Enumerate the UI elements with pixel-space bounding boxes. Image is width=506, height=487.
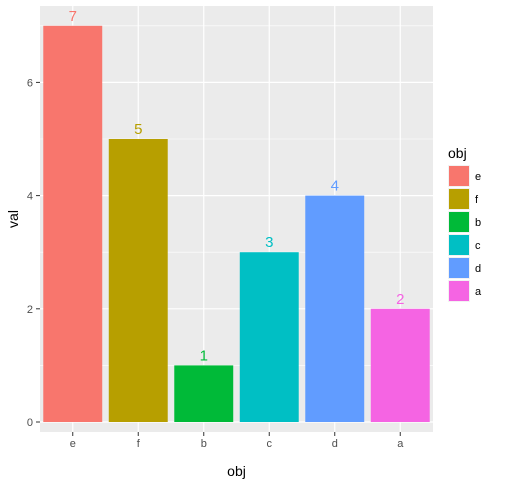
legend-label-a: a: [475, 286, 482, 298]
bar-a: [370, 308, 430, 422]
legend-label-f: f: [475, 194, 479, 206]
legend-label-e: e: [475, 171, 481, 183]
data-label-e: 7: [69, 8, 77, 25]
x-tick-label-a: a: [397, 438, 404, 450]
x-tick-label-b: b: [201, 438, 207, 450]
bar-labels: 7 5 1 3 4 2: [69, 8, 405, 365]
legend-swatch-c: [449, 235, 469, 255]
bar-e: [43, 25, 103, 423]
y-axis: 0 2 4 6: [27, 77, 40, 429]
legend-label-c: c: [475, 240, 481, 252]
bars: [43, 25, 430, 423]
legend-label-b: b: [475, 217, 481, 229]
data-label-f: 5: [134, 121, 142, 138]
y-tick-label: 6: [27, 77, 33, 89]
x-tick-label-d: d: [332, 438, 338, 450]
data-label-d: 4: [331, 178, 339, 195]
y-tick-label: 0: [27, 417, 33, 429]
legend-swatch-e: [449, 166, 469, 186]
minor-gridlines: [40, 25, 433, 366]
legend-swatch-d: [449, 258, 469, 278]
x-axis-title: obj: [227, 463, 246, 479]
legend-swatch-a: [449, 281, 469, 301]
bar-b: [174, 365, 234, 422]
data-label-a: 2: [396, 291, 404, 308]
bar-d: [305, 195, 365, 422]
bar-f: [108, 139, 168, 422]
x-tick-label-c: c: [267, 438, 273, 450]
legend-swatch-f: [449, 189, 469, 209]
y-tick-label: 2: [27, 304, 33, 316]
legend-label-d: d: [475, 263, 481, 275]
major-gridlines: [40, 6, 433, 432]
plot-panel: [40, 6, 433, 432]
y-tick-label: 4: [27, 191, 33, 203]
data-label-c: 3: [265, 234, 273, 251]
data-label-b: 1: [200, 347, 208, 364]
legend-swatch-b: [449, 212, 469, 232]
x-tick-label-f: f: [137, 438, 141, 450]
y-axis-title: val: [5, 210, 21, 228]
legend-title: obj: [448, 145, 467, 161]
x-tick-label-e: e: [70, 438, 76, 450]
bar-c: [239, 252, 299, 422]
